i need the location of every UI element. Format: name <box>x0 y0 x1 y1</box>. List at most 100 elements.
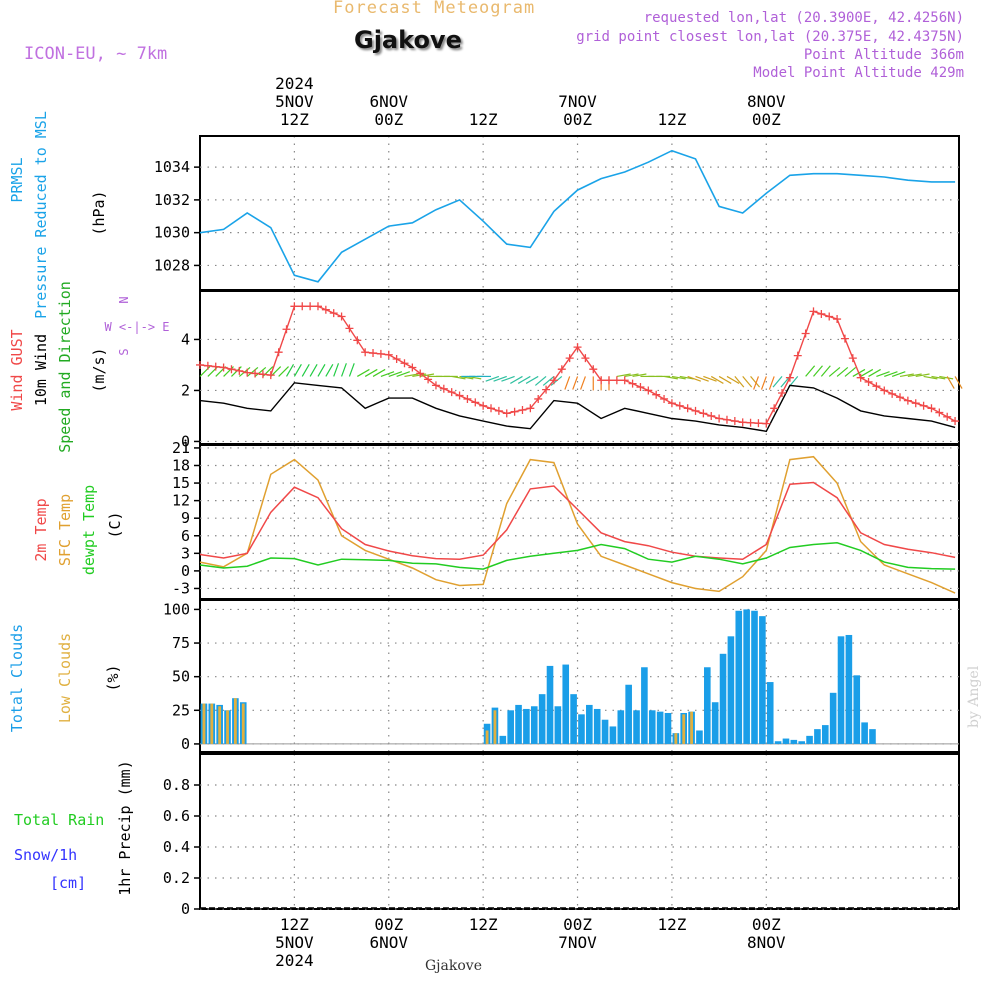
gust-marker <box>612 376 621 385</box>
gust-marker <box>243 368 252 377</box>
gust-marker <box>896 393 905 402</box>
gust-marker <box>463 394 472 403</box>
gust-marker <box>258 370 267 379</box>
wind-direction-arrow <box>687 375 702 382</box>
gust-marker <box>431 381 440 390</box>
total-cloud-bar <box>719 653 727 744</box>
wind-direction-arrow <box>278 366 289 377</box>
total-cloud-bar <box>837 636 845 744</box>
temp-2m-line <box>199 481 956 560</box>
gust-marker <box>400 359 409 368</box>
y-tick-label: 6 <box>181 527 190 545</box>
gust-marker <box>935 408 944 417</box>
pressure-label-short: PRMSL <box>8 157 26 202</box>
wind-direction-arrow <box>726 375 740 384</box>
gust-marker <box>518 406 527 414</box>
model-altitude: Model Point Altitude 429m <box>753 65 964 81</box>
pressure-unit: (hPa) <box>90 190 108 235</box>
wind-direction-arrow <box>742 376 753 388</box>
wind-direction-arrow <box>836 366 849 377</box>
wind-direction-arrow <box>293 364 302 377</box>
gust-marker <box>927 404 936 413</box>
snow-label: Snow/1h <box>14 846 77 864</box>
pressure-label-long: Pressure Reduced to MSL <box>32 111 50 319</box>
gust-marker <box>526 404 535 413</box>
wind-direction-arrow <box>820 365 831 377</box>
total-cloud-bar <box>696 730 703 744</box>
y-tick-label: 1030 <box>154 224 190 242</box>
total-cloud-bar <box>814 729 821 744</box>
gust-marker <box>888 389 897 398</box>
y-tick-label: 25 <box>172 701 190 719</box>
y-tick-label: 0 <box>181 735 190 753</box>
gust-marker <box>604 376 613 385</box>
y-tick-label: -3 <box>172 579 190 597</box>
gust-marker <box>597 376 606 385</box>
gust-marker <box>471 398 480 407</box>
gust-marker <box>502 409 511 418</box>
gust-marker <box>274 348 283 357</box>
wind-direction-label: Speed and Direction <box>56 281 74 453</box>
total-cloud-bar <box>633 710 640 744</box>
total-cloud-bar <box>648 710 656 744</box>
wind-direction-arrow <box>760 376 767 390</box>
gust-marker <box>675 401 684 410</box>
y-tick-label: 2 <box>181 381 190 399</box>
wind-direction-arrow <box>550 375 563 386</box>
total-cloud-bar <box>507 710 514 744</box>
bottom-time-tick-label: 2024 <box>275 951 314 970</box>
bottom-location-label: Gjakove <box>425 958 482 974</box>
wind-direction-arrow <box>907 373 922 378</box>
wind-direction-arrow <box>923 375 938 380</box>
wind-direction-arrow <box>285 364 295 377</box>
location-name: Gjakove <box>354 26 462 54</box>
total-cloud-bar <box>554 706 562 744</box>
y-tick-label: 100 <box>163 600 190 618</box>
gust-marker <box>573 343 582 352</box>
gust-marker <box>754 419 763 428</box>
total-cloud-bar <box>821 725 829 744</box>
wind-direction-arrow <box>844 366 857 377</box>
wind-direction-arrow <box>357 368 370 377</box>
top-time-tick-label: 12Z <box>280 110 309 129</box>
gust-label: Wind GUST <box>8 329 26 410</box>
gust-marker <box>211 362 220 371</box>
gust-marker <box>479 401 488 410</box>
gust-marker <box>384 350 393 359</box>
gust-marker <box>848 354 857 363</box>
y-tick-label: 18 <box>172 456 190 474</box>
gust-marker <box>565 354 574 363</box>
gust-marker <box>439 384 448 393</box>
wind-direction-arrow <box>580 376 586 390</box>
y-tick-label: 0 <box>181 562 190 580</box>
gust-marker <box>943 412 952 421</box>
wind-direction-arrow <box>341 363 347 377</box>
total-cloud-bar <box>593 708 601 744</box>
wind-direction-arrow <box>534 375 547 386</box>
wind-direction-arrow <box>317 364 326 377</box>
y-tick-label: 4 <box>181 330 190 348</box>
gust-marker <box>266 371 275 380</box>
gust-marker <box>298 302 307 311</box>
gust-marker <box>636 383 645 392</box>
gust-marker <box>282 325 291 334</box>
wind-direction-arrow <box>301 364 310 377</box>
wind-direction-arrow <box>813 365 823 377</box>
gust-marker <box>313 302 322 311</box>
gust-marker <box>691 406 700 415</box>
bottom-time-tick-label: 8NOV <box>747 933 786 952</box>
wind-direction-arrow <box>753 376 759 390</box>
gust-marker <box>660 394 669 403</box>
gust-marker <box>833 315 842 324</box>
wind-direction-arrow <box>828 366 841 377</box>
gust-marker <box>652 390 661 399</box>
wind-direction-arrow <box>388 371 403 377</box>
wind-direction-arrow <box>309 364 318 377</box>
wind-direction-arrow <box>750 376 761 388</box>
gust-marker <box>620 376 629 385</box>
compass-s: S <box>117 348 131 355</box>
bottom-time-tick-label: 00Z <box>374 915 403 934</box>
gust-marker <box>715 414 724 423</box>
gust-marker <box>825 312 834 321</box>
y-tick-label: 1034 <box>154 158 190 176</box>
